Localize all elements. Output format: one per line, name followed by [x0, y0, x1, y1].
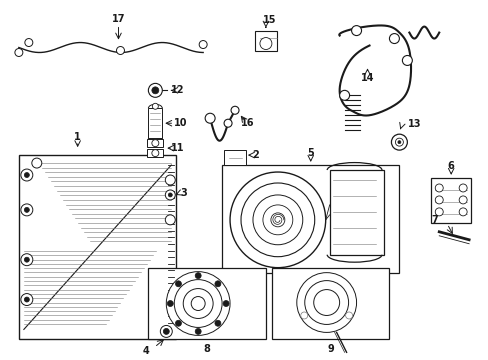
Circle shape — [313, 289, 339, 315]
Text: 14: 14 — [360, 73, 373, 84]
Circle shape — [229, 172, 325, 268]
Circle shape — [205, 113, 215, 123]
Text: 13: 13 — [407, 119, 420, 129]
Circle shape — [339, 90, 349, 100]
Circle shape — [174, 280, 222, 328]
Circle shape — [183, 289, 213, 319]
Text: 2: 2 — [252, 150, 259, 160]
Circle shape — [270, 213, 285, 227]
Text: 16: 16 — [241, 118, 254, 128]
Bar — [329, 170, 384, 255]
Circle shape — [458, 184, 466, 192]
Text: 12: 12 — [170, 85, 183, 95]
Circle shape — [434, 184, 442, 192]
Text: 10: 10 — [173, 118, 186, 128]
Text: 17: 17 — [112, 14, 125, 24]
Text: 1: 1 — [74, 132, 81, 142]
Circle shape — [24, 297, 29, 302]
Bar — [148, 108, 162, 138]
Circle shape — [15, 49, 23, 57]
Circle shape — [397, 141, 400, 144]
Circle shape — [434, 196, 442, 204]
Circle shape — [152, 140, 159, 147]
Circle shape — [304, 280, 348, 324]
Bar — [224, 150, 245, 165]
Circle shape — [191, 297, 205, 310]
Circle shape — [21, 254, 33, 266]
Circle shape — [166, 272, 229, 336]
Circle shape — [241, 183, 314, 257]
Circle shape — [165, 215, 175, 225]
Circle shape — [160, 325, 172, 337]
Circle shape — [152, 103, 158, 109]
Text: 11: 11 — [170, 143, 183, 153]
Circle shape — [223, 301, 228, 306]
Circle shape — [21, 169, 33, 181]
Bar — [148, 268, 265, 339]
Circle shape — [388, 33, 399, 44]
Circle shape — [300, 312, 307, 319]
Text: 5: 5 — [307, 148, 313, 158]
Circle shape — [263, 205, 292, 235]
Circle shape — [24, 207, 29, 212]
Text: 7: 7 — [430, 215, 437, 225]
Circle shape — [351, 26, 361, 36]
Text: 4: 4 — [142, 346, 149, 356]
Circle shape — [24, 257, 29, 262]
Text: 3: 3 — [181, 188, 187, 198]
Bar — [254, 31, 276, 50]
Circle shape — [230, 106, 239, 114]
Circle shape — [434, 208, 442, 216]
Circle shape — [175, 281, 181, 287]
Circle shape — [195, 273, 201, 279]
Circle shape — [390, 134, 407, 150]
Bar — [271, 268, 388, 339]
Circle shape — [168, 193, 172, 197]
Text: 9: 9 — [326, 345, 333, 354]
Text: 15: 15 — [263, 15, 276, 24]
Circle shape — [199, 41, 207, 49]
Circle shape — [214, 281, 221, 287]
Circle shape — [24, 172, 29, 177]
Circle shape — [165, 190, 175, 200]
Bar — [147, 139, 163, 147]
Circle shape — [214, 320, 221, 326]
Circle shape — [21, 204, 33, 216]
Circle shape — [163, 328, 169, 334]
Circle shape — [25, 39, 33, 46]
Circle shape — [32, 158, 41, 168]
Circle shape — [148, 84, 162, 97]
Circle shape — [458, 208, 466, 216]
Bar — [430, 178, 470, 223]
Circle shape — [195, 328, 201, 334]
Bar — [222, 165, 399, 273]
Circle shape — [260, 37, 271, 50]
Circle shape — [175, 320, 181, 326]
Circle shape — [345, 312, 352, 319]
Bar — [19, 155, 176, 339]
Circle shape — [152, 150, 159, 157]
Circle shape — [116, 46, 124, 54]
Text: 8: 8 — [203, 345, 210, 354]
Circle shape — [296, 273, 356, 332]
Bar — [147, 149, 163, 157]
Circle shape — [165, 175, 175, 185]
Circle shape — [167, 301, 173, 306]
Circle shape — [458, 196, 466, 204]
Circle shape — [21, 293, 33, 306]
Circle shape — [224, 119, 232, 127]
Circle shape — [252, 195, 302, 245]
Circle shape — [152, 87, 159, 94]
Text: 6: 6 — [447, 161, 454, 171]
Circle shape — [402, 55, 411, 66]
Circle shape — [395, 138, 403, 146]
